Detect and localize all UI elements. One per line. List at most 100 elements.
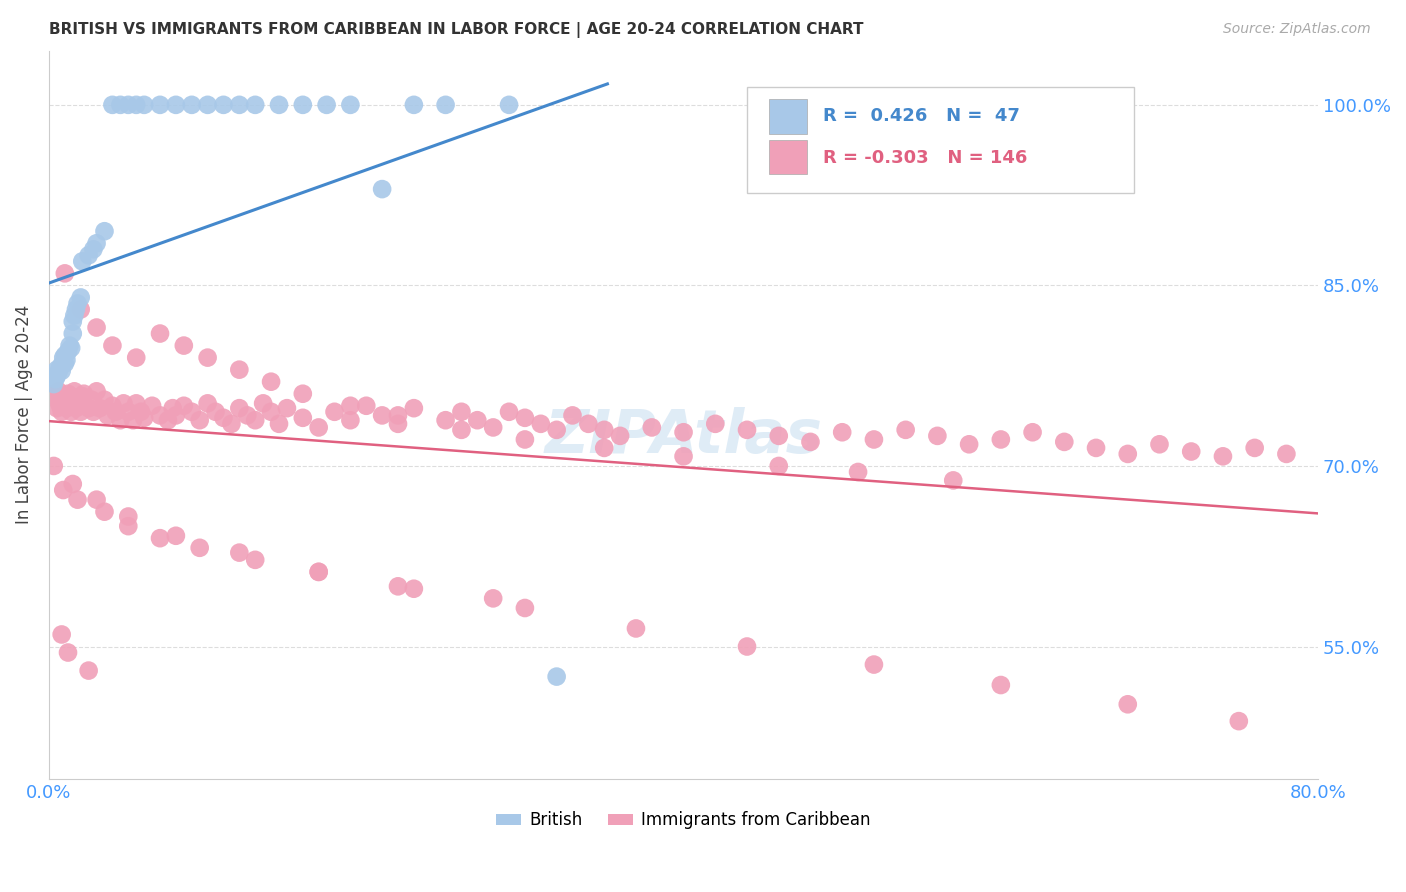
Point: [1085, 441, 1108, 455]
Point: [561, 409, 583, 423]
Point: [212, 98, 235, 112]
Point: [260, 405, 283, 419]
Point: [112, 396, 135, 410]
Point: [245, 553, 267, 567]
Point: [513, 410, 536, 425]
Point: [513, 601, 536, 615]
Point: [339, 413, 361, 427]
Point: [44, 372, 66, 386]
Point: [89, 401, 111, 416]
Point: [1243, 441, 1265, 455]
Point: [402, 98, 425, 112]
Point: [530, 417, 553, 431]
Point: [45, 368, 67, 383]
Point: [93, 505, 115, 519]
Point: [49, 360, 72, 375]
Point: [104, 405, 127, 419]
Point: [1149, 437, 1171, 451]
Point: [86, 384, 108, 399]
Point: [77, 401, 100, 416]
Point: [60, 341, 83, 355]
Point: [735, 423, 758, 437]
Point: [735, 640, 758, 654]
Point: [498, 405, 520, 419]
Point: [86, 320, 108, 334]
Point: [117, 509, 139, 524]
Point: [75, 399, 97, 413]
Point: [77, 664, 100, 678]
Point: [125, 98, 148, 112]
Point: [69, 290, 91, 304]
Point: [173, 338, 195, 352]
Point: [641, 420, 664, 434]
Point: [156, 413, 179, 427]
Point: [66, 392, 89, 407]
Point: [51, 358, 73, 372]
Point: [546, 423, 568, 437]
Point: [212, 410, 235, 425]
Point: [53, 348, 76, 362]
Point: [204, 405, 226, 419]
Point: [51, 405, 73, 419]
Point: [63, 384, 86, 399]
Point: [1180, 444, 1202, 458]
Point: [1116, 698, 1139, 712]
Point: [498, 98, 520, 112]
Point: [65, 401, 87, 416]
Point: [93, 224, 115, 238]
Point: [308, 420, 330, 434]
Point: [56, 386, 79, 401]
Point: [72, 254, 94, 268]
Point: [117, 98, 139, 112]
Point: [260, 375, 283, 389]
Point: [323, 405, 346, 419]
Point: [73, 386, 96, 401]
Point: [228, 401, 250, 416]
Point: [42, 458, 65, 473]
Point: [276, 401, 298, 416]
Point: [45, 362, 67, 376]
Point: [52, 483, 75, 497]
Point: [1275, 447, 1298, 461]
Point: [308, 565, 330, 579]
Point: [1116, 447, 1139, 461]
Point: [49, 399, 72, 413]
Point: [62, 314, 84, 328]
Point: [1021, 425, 1043, 440]
Point: [188, 413, 211, 427]
Point: [58, 338, 80, 352]
Point: [228, 362, 250, 376]
Point: [863, 433, 886, 447]
Point: [308, 565, 330, 579]
Point: [704, 417, 727, 431]
Point: [188, 541, 211, 555]
Point: [51, 364, 73, 378]
Point: [122, 413, 145, 427]
Point: [245, 413, 267, 427]
Point: [45, 401, 67, 416]
Point: [197, 351, 219, 365]
Point: [117, 405, 139, 419]
Text: Source: ZipAtlas.com: Source: ZipAtlas.com: [1223, 22, 1371, 37]
Point: [53, 266, 76, 280]
Point: [165, 98, 187, 112]
Point: [165, 529, 187, 543]
Point: [1053, 434, 1076, 449]
Point: [42, 386, 65, 401]
Point: [624, 622, 647, 636]
Point: [434, 413, 457, 427]
Point: [221, 417, 243, 431]
Point: [86, 492, 108, 507]
Point: [593, 441, 616, 455]
Point: [990, 433, 1012, 447]
Point: [62, 399, 84, 413]
Point: [162, 401, 184, 416]
Point: [82, 242, 104, 256]
Point: [291, 98, 314, 112]
FancyBboxPatch shape: [769, 139, 807, 175]
Text: BRITISH VS IMMIGRANTS FROM CARIBBEAN IN LABOR FORCE | AGE 20-24 CORRELATION CHAR: BRITISH VS IMMIGRANTS FROM CARIBBEAN IN …: [49, 22, 863, 38]
Point: [80, 392, 103, 407]
Point: [129, 405, 152, 419]
Point: [66, 296, 89, 310]
FancyBboxPatch shape: [747, 87, 1135, 193]
